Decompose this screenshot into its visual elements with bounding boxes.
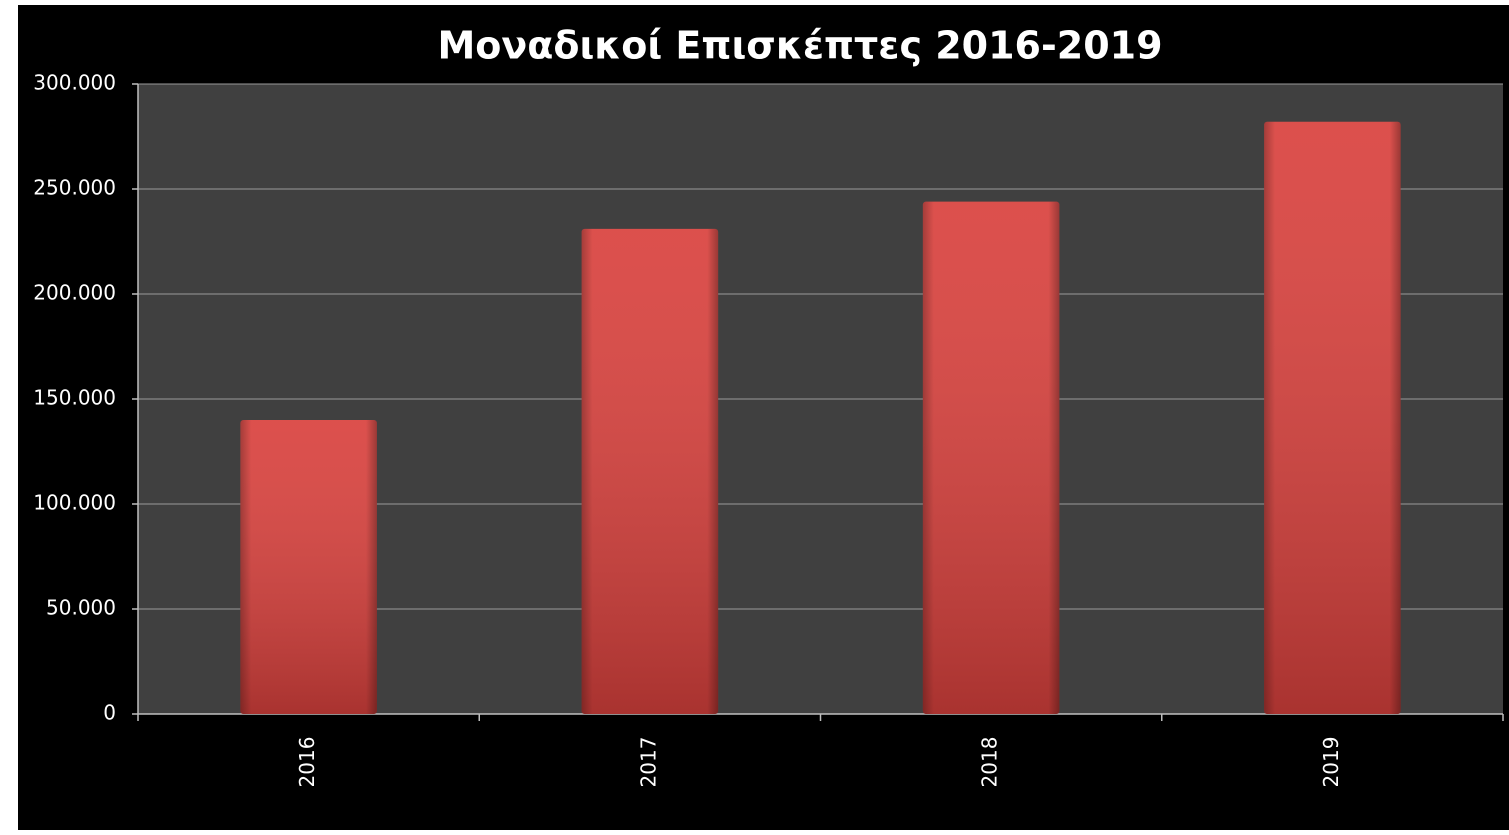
bar-edge (240, 420, 377, 714)
bar-edge (922, 201, 1060, 715)
bar-edge (1264, 121, 1401, 715)
y-tick-label: 200.000 (33, 281, 116, 305)
y-tick-label: 300.000 (33, 71, 116, 95)
y-tick-label: 250.000 (33, 176, 116, 200)
y-tick-label: 50.000 (46, 596, 116, 620)
chart-title: Μοναδικοί Επισκέπτες 2016-2019 (437, 24, 1162, 68)
y-tick-label: 150.000 (33, 386, 116, 410)
x-tick-label: 2016 (295, 737, 319, 788)
y-tick-label: 0 (103, 701, 116, 725)
bar-edge (581, 228, 719, 714)
x-tick-label: 2017 (636, 737, 660, 788)
x-tick-label: 2019 (1319, 737, 1343, 788)
x-tick-label: 2018 (978, 737, 1002, 788)
y-tick-label: 100.000 (33, 491, 116, 515)
